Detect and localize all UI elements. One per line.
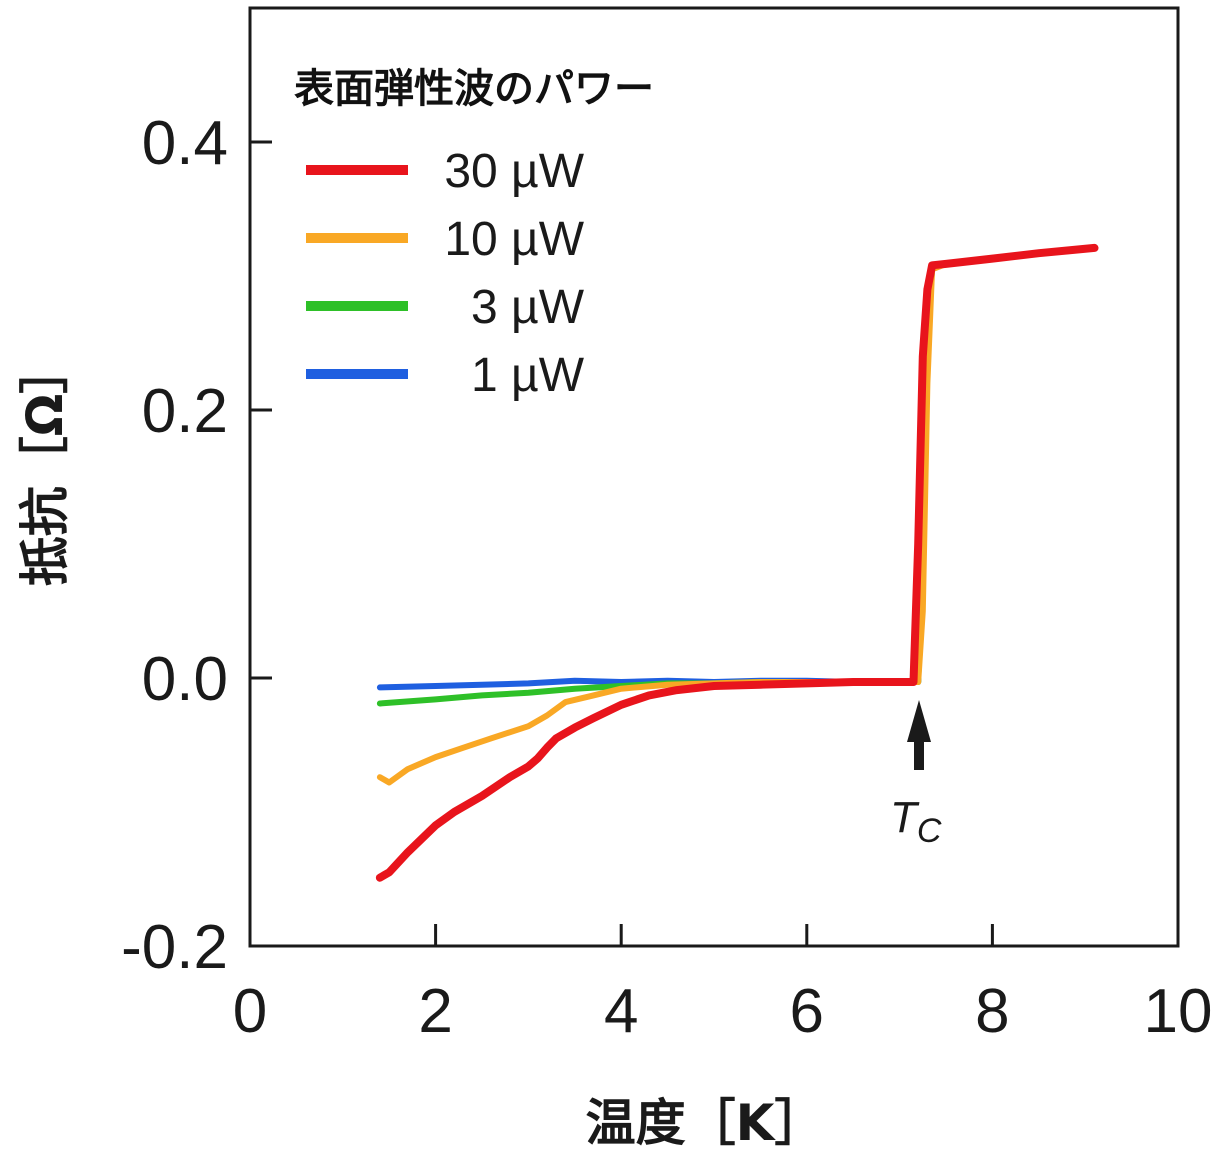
tc-label-main: T <box>890 793 920 842</box>
legend-label: 1 µW <box>471 349 585 402</box>
legend-label: 30 µW <box>444 145 584 198</box>
legend-title: 表面弾性波のパワー <box>294 66 654 112</box>
x-axis-title: 温度［K］ <box>586 1094 825 1152</box>
y-tick-label: 0.2 <box>142 377 228 446</box>
up-arrow-icon <box>907 700 931 770</box>
x-tick-label: 8 <box>975 977 1009 1046</box>
plot-frame <box>248 6 1180 948</box>
series-line-1 <box>375 243 1099 882</box>
series-layer <box>375 243 1099 882</box>
tc-label: TC <box>890 793 942 850</box>
x-tick-label: 4 <box>604 977 638 1046</box>
y-axis-title: 抵抗［Ω］ <box>16 344 74 587</box>
x-axis-ticks: 0 2 4 6 8 10 <box>233 924 1213 1046</box>
legend: 30 µW 10 µW 3 µW 1 µW <box>306 145 585 402</box>
y-tick-label: 0.0 <box>142 645 228 714</box>
legend-label: 10 µW <box>444 213 584 266</box>
tc-label-sub: C <box>917 812 942 850</box>
tc-annotation: TC <box>890 700 942 850</box>
y-tick-label: 0.4 <box>142 109 228 178</box>
x-tick-label: 6 <box>790 977 824 1046</box>
x-tick-label: 10 <box>1144 977 1213 1046</box>
x-tick-label: 2 <box>418 977 452 1046</box>
y-axis-ticks: -0.2 0.0 0.2 0.4 <box>121 109 272 982</box>
x-tick-label: 0 <box>233 977 267 1046</box>
legend-label: 3 µW <box>471 281 585 334</box>
y-tick-label: -0.2 <box>121 913 228 982</box>
